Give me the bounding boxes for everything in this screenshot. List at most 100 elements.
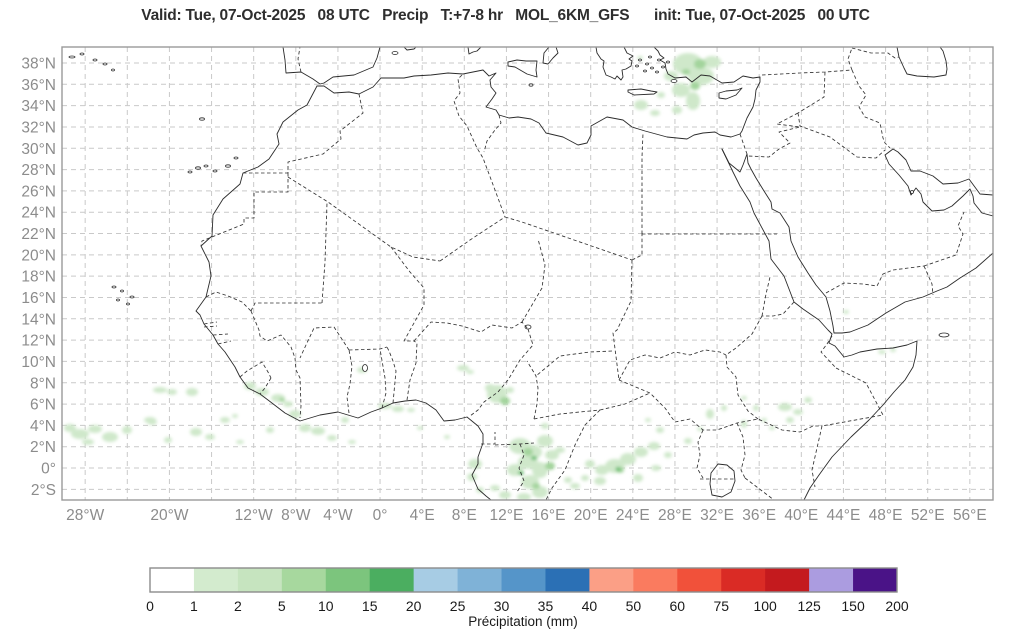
- calabria-coastline: [542, 47, 559, 65]
- aegean-island-specks: [635, 55, 678, 83]
- colorbar-tick-label: 100: [753, 598, 777, 614]
- malta-island: [528, 83, 534, 87]
- x-axis-label: 4°W: [323, 507, 353, 524]
- plot-title: Valid: Tue, 07-Oct-2025 08 UTC Precip T:…: [141, 7, 870, 24]
- y-axis-label: 32°N: [21, 119, 56, 136]
- y-axis-label: 18°N: [21, 269, 56, 286]
- azores-islands: [68, 52, 115, 72]
- y-axis-label: 6°N: [30, 397, 56, 414]
- x-axis-label: 4°E: [410, 507, 435, 524]
- x-axis-label: 16°E: [532, 507, 566, 524]
- colorbar-segment: [721, 568, 766, 592]
- longitude-axis: 28°W 20°W 12°W 8°W 4°W 0° 4°E 8°E 12°E 16°E 20°E 24…: [66, 507, 987, 524]
- precipitation-shading: [64, 53, 896, 500]
- colorbar-segment: [545, 568, 590, 592]
- y-axis-label: 28°N: [21, 162, 56, 179]
- y-axis-label: 24°N: [21, 205, 56, 222]
- colorbar-segment: [457, 568, 503, 592]
- x-axis-label: 20°E: [574, 507, 608, 524]
- x-axis-label: 52°E: [911, 507, 945, 524]
- spain-portugal-border: [297, 47, 302, 73]
- colorbar-segment: [369, 568, 415, 592]
- cape-verde-islands: [111, 285, 135, 306]
- canary-islands: [187, 156, 239, 174]
- colorbar-tick-label: 60: [670, 598, 686, 614]
- latitude-axis: 38°N 36°N 34°N 32°N 30°N 28°N 26°N 24°N 22°N 20°N…: [21, 55, 56, 498]
- colorbar-tick-label: 30: [494, 598, 510, 614]
- colorbar-tick-label: 35: [538, 598, 554, 614]
- y-axis-label: 10°N: [21, 354, 56, 371]
- colorbar-segment: [281, 568, 327, 592]
- x-axis-label: 40°E: [784, 507, 818, 524]
- colorbar-segment: [633, 568, 678, 592]
- sardinia-coastline: [467, 47, 482, 55]
- y-axis-label: 36°N: [21, 77, 56, 94]
- y-axis-label: 12°N: [21, 333, 56, 350]
- cyprus-coastline: [718, 87, 743, 100]
- colorbar-caption: Précipitation (mm): [468, 614, 578, 629]
- x-axis-label: 32°E: [700, 507, 734, 524]
- colorbar-tick-label: 25: [450, 598, 466, 614]
- colorbar-tick-label: 150: [841, 598, 865, 614]
- colorbar-segment: [589, 568, 634, 592]
- y-axis-label: 34°N: [21, 98, 56, 115]
- colorbar-tick-label: 75: [713, 598, 729, 614]
- x-axis-label: 12°E: [490, 507, 524, 524]
- colorbar-tick-label: 40: [582, 598, 598, 614]
- country-borders: [200, 47, 965, 500]
- x-axis-label: 0°: [373, 507, 388, 524]
- colorbar-tick-label: 10: [318, 598, 334, 614]
- y-axis-label: 22°N: [21, 226, 56, 243]
- coastlines: [68, 47, 993, 500]
- balearic-islands: [403, 47, 417, 51]
- socotra-island: [938, 332, 950, 338]
- mediterranean-coastline: [316, 47, 761, 146]
- red-sea-arabia-coastline: [721, 148, 993, 334]
- iberia-coastline: [282, 47, 381, 85]
- x-axis-label: 8°W: [281, 507, 311, 524]
- y-axis-label: 0°: [41, 461, 56, 478]
- colorbar-segment: [809, 568, 854, 592]
- y-axis-label: 8°N: [30, 375, 56, 392]
- colorbar-tick-label: 50: [626, 598, 642, 614]
- y-axis-label: 30°N: [21, 141, 56, 158]
- colorbar-tick-label: 1: [190, 598, 198, 614]
- x-axis-label: 44°E: [827, 507, 861, 524]
- colorbar-segment: [150, 568, 195, 592]
- lake-victoria-outline: [709, 463, 736, 498]
- precipitation-colorbar: 0 1 2 5 10 15 20 25 30 35 40 50 60 75 100 125 150 200: [146, 567, 909, 614]
- y-axis-label: 14°N: [21, 311, 56, 328]
- red-sea-africa-somalia-coastline: [721, 148, 918, 500]
- colorbar-tick-label: 2: [234, 598, 242, 614]
- colorbar-segment: [413, 568, 459, 592]
- x-axis-label: 12°W: [235, 507, 273, 524]
- map-frame: [61, 46, 994, 501]
- africa-atlantic-coastline: [195, 85, 492, 500]
- colorbar-tick-label: 15: [362, 598, 378, 614]
- x-axis-label: 56°E: [953, 507, 987, 524]
- colorbar-segment: [853, 568, 898, 592]
- y-axis-label: 26°N: [21, 183, 56, 200]
- x-axis-label: 24°E: [616, 507, 650, 524]
- colorbar-tick-label: 5: [278, 598, 286, 614]
- y-axis-label: 4°N: [30, 418, 56, 435]
- x-axis-label: 28°E: [658, 507, 692, 524]
- y-axis-label: 2°N: [30, 439, 56, 456]
- colorbar-outline: [149, 567, 898, 593]
- y-axis-label: 38°N: [21, 55, 56, 72]
- caspian-sea-coastline: [896, 47, 948, 78]
- y-axis-label: 2°S: [31, 482, 56, 499]
- madeira-island: [199, 117, 205, 121]
- rhodes-island: [670, 79, 678, 83]
- x-axis-label: 48°E: [869, 507, 903, 524]
- colorbar-segment: [325, 568, 371, 592]
- persian-gulf-coastline: [884, 148, 993, 217]
- greece-coastline: [595, 47, 634, 81]
- colorbar-segment: [193, 568, 239, 592]
- x-axis-label: 20°W: [150, 507, 188, 524]
- colorbar-tick-label: 200: [885, 598, 909, 614]
- y-axis-label: 16°N: [21, 290, 56, 307]
- colorbar-segment: [501, 568, 546, 592]
- colorbar-segment: [677, 568, 722, 592]
